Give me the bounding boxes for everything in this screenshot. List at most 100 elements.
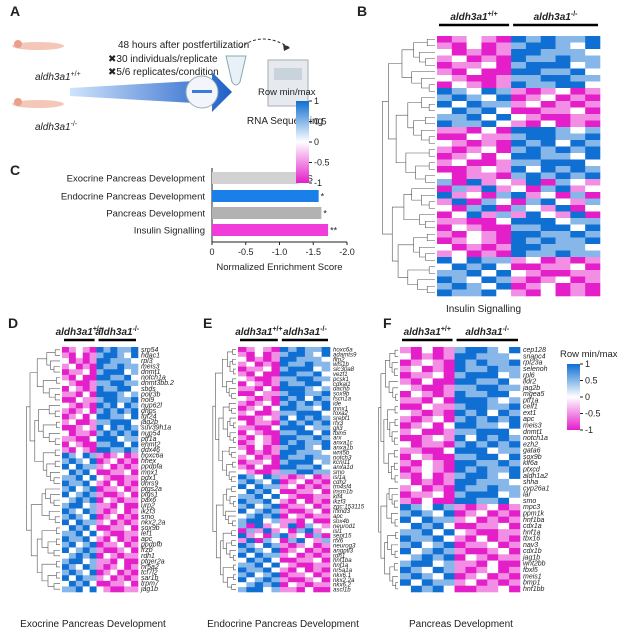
heatmap-cell xyxy=(279,494,289,500)
heatmap-cell xyxy=(476,573,488,580)
heatmap-cell xyxy=(296,459,306,465)
heatmap-cell xyxy=(400,422,412,429)
heatmap-cell xyxy=(481,283,497,290)
heatmap-cell xyxy=(296,381,306,387)
heatmap-cell xyxy=(451,172,467,180)
heatmap-cell xyxy=(476,390,488,398)
heatmap-cell xyxy=(451,49,467,56)
heatmap-cell xyxy=(313,430,322,436)
heatmap-cell xyxy=(443,416,455,423)
heatmap-cell xyxy=(89,480,97,487)
heatmap-cell xyxy=(288,543,297,549)
heatmap-cell xyxy=(246,415,256,421)
heatmap-cell xyxy=(279,410,289,416)
heatmap-cell xyxy=(124,402,132,409)
heatmap-cell xyxy=(89,564,97,571)
heatmap-cell xyxy=(443,422,455,429)
heatmap-cell xyxy=(400,573,412,580)
heatmap-cell xyxy=(296,356,306,362)
heatmap-cell xyxy=(476,478,488,486)
heatmap-cell xyxy=(498,573,510,580)
heatmap-cell xyxy=(465,573,477,580)
heatmap-cell xyxy=(279,464,289,470)
heatmap-cell xyxy=(246,356,256,362)
heatmap-cell xyxy=(263,508,272,514)
heatmap-cell xyxy=(110,547,118,554)
heatmap-cell xyxy=(487,566,499,574)
heatmap-cell xyxy=(585,94,601,102)
heatmap-cell xyxy=(487,510,499,517)
dendrogram xyxy=(232,461,236,468)
heatmap-cell xyxy=(131,385,139,392)
heatmap-cell xyxy=(271,381,281,387)
heatmap-cell xyxy=(271,533,281,539)
heatmap-cell xyxy=(437,101,453,108)
heatmap-cell xyxy=(321,347,331,353)
dendrogram xyxy=(53,477,60,484)
row-label: fbxl5 xyxy=(523,567,538,574)
heatmap-cell xyxy=(437,211,453,219)
heatmap-cell xyxy=(525,114,542,121)
heatmap-cell xyxy=(421,522,434,530)
heatmap-cell xyxy=(110,519,118,526)
heatmap-cell xyxy=(511,244,527,251)
heatmap-cell xyxy=(525,75,542,82)
heatmap-cell xyxy=(271,391,281,397)
heatmap-cell xyxy=(511,276,527,284)
dendrogram xyxy=(26,406,32,531)
heatmap-cell xyxy=(238,381,247,387)
heatmap-cell xyxy=(454,560,466,568)
heatmap-cell xyxy=(465,353,477,360)
heatmap-cell xyxy=(82,402,90,409)
heatmap-cell xyxy=(279,454,289,460)
heatmap-cell xyxy=(62,408,70,415)
heatmap-cell xyxy=(466,101,482,108)
dendrogram xyxy=(391,431,398,442)
heatmap-cell xyxy=(254,435,264,441)
heatmap-cell xyxy=(570,153,586,160)
heatmap-cell xyxy=(131,558,139,565)
heatmap-cell xyxy=(321,538,331,544)
heatmap-cell xyxy=(555,270,571,277)
row-label: apc xyxy=(333,513,343,520)
heatmap-cell xyxy=(117,541,125,548)
heatmap-cell xyxy=(271,430,281,436)
dendrogram xyxy=(394,349,398,357)
heatmap-cell xyxy=(288,449,297,456)
heatmap-cell xyxy=(498,585,510,593)
heatmap-cell xyxy=(82,363,90,370)
row-label: tbx16 xyxy=(523,536,540,543)
heatmap-cell xyxy=(454,497,466,505)
heatmap-cell xyxy=(454,434,466,442)
heatmap-cell xyxy=(437,133,453,141)
heatmap-cell xyxy=(321,503,331,509)
heatmap-cell xyxy=(454,472,466,480)
heatmap-cell xyxy=(62,547,70,554)
heatmap-cell xyxy=(496,36,512,43)
heatmap-cell xyxy=(117,402,125,409)
heatmap-cell xyxy=(131,419,139,426)
heatmap-cell xyxy=(511,107,527,115)
heatmap-cell xyxy=(288,347,297,353)
heatmap-cell xyxy=(465,560,477,568)
heatmap-cell xyxy=(570,263,586,271)
heatmap-cell xyxy=(131,430,139,437)
heatmap-cell xyxy=(246,567,256,573)
heatmap-cell xyxy=(321,587,331,593)
heatmap-cell xyxy=(96,530,104,537)
heatmap-cell xyxy=(476,353,488,360)
heatmap-cell xyxy=(511,42,527,50)
heatmap-cell xyxy=(432,384,444,392)
heatmap-cell xyxy=(304,543,314,549)
heatmap-cell xyxy=(279,503,289,509)
heatmap-cell xyxy=(410,554,423,561)
heatmap-cell xyxy=(263,547,272,554)
heatmap-cell xyxy=(246,577,256,583)
heatmap-cell xyxy=(304,503,314,509)
heatmap-cell xyxy=(75,385,84,392)
heatmap-cell xyxy=(96,436,104,442)
heatmap-cell xyxy=(82,397,90,403)
heatmap-cell xyxy=(321,513,331,519)
heatmap-cell xyxy=(421,548,434,555)
heatmap-cell xyxy=(321,386,331,392)
